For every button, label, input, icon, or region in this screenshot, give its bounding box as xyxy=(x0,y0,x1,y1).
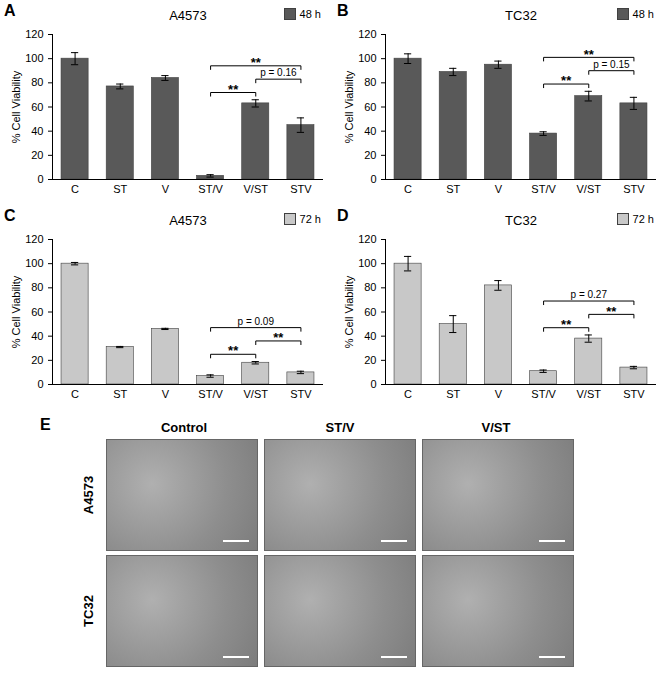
svg-text:ST: ST xyxy=(446,183,460,195)
svg-text:80: 80 xyxy=(364,281,376,293)
html-text:TC32: TC32 xyxy=(80,595,96,627)
svg-text:**: ** xyxy=(251,55,262,70)
svg-text:V/ST: V/ST xyxy=(577,183,602,195)
svg-text:60: 60 xyxy=(31,101,43,113)
svg-text:20: 20 xyxy=(31,149,43,161)
svg-text:A4573: A4573 xyxy=(169,213,207,228)
svg-text:120: 120 xyxy=(358,28,376,40)
svg-text:0: 0 xyxy=(370,378,376,390)
svg-text:100: 100 xyxy=(25,52,43,64)
svg-text:p = 0.09: p = 0.09 xyxy=(238,316,275,327)
html-text:Control: Control xyxy=(160,420,208,435)
svg-text:STV: STV xyxy=(623,388,645,400)
svg-text:0: 0 xyxy=(37,173,43,185)
svg-text:**: ** xyxy=(584,47,595,62)
svg-text:**: ** xyxy=(273,330,284,345)
svg-text:V/ST: V/ST xyxy=(244,388,269,400)
svg-text:**: ** xyxy=(561,73,572,88)
svg-text:C: C xyxy=(404,183,412,195)
svg-text:20: 20 xyxy=(364,149,376,161)
html-text:72 h: 72 h xyxy=(632,213,654,225)
html-text:C: C xyxy=(4,207,16,224)
svg-text:STV: STV xyxy=(623,183,645,195)
svg-text:0: 0 xyxy=(370,173,376,185)
svg-text:A4573: A4573 xyxy=(169,8,207,23)
svg-text:C: C xyxy=(71,183,79,195)
svg-text:20: 20 xyxy=(31,354,43,366)
svg-text:% Cell Viability: % Cell Viability xyxy=(343,275,355,348)
svg-text:40: 40 xyxy=(31,125,43,137)
svg-text:V/ST: V/ST xyxy=(244,183,269,195)
svg-text:V: V xyxy=(495,183,503,195)
html-text:72 h: 72 h xyxy=(299,213,321,225)
svg-text:80: 80 xyxy=(364,76,376,88)
svg-text:100: 100 xyxy=(358,257,376,269)
svg-text:STV: STV xyxy=(290,183,312,195)
svg-text:120: 120 xyxy=(25,28,43,40)
svg-text:120: 120 xyxy=(358,233,376,245)
svg-text:% Cell Viability: % Cell Viability xyxy=(10,70,22,143)
svg-text:**: ** xyxy=(228,82,239,97)
svg-text:V/ST: V/ST xyxy=(577,388,602,400)
svg-text:ST: ST xyxy=(113,388,127,400)
svg-text:40: 40 xyxy=(364,125,376,137)
svg-text:80: 80 xyxy=(31,76,43,88)
svg-text:TC32: TC32 xyxy=(505,8,537,23)
svg-text:**: ** xyxy=(228,343,239,358)
html-text:A4573: A4573 xyxy=(80,475,96,515)
svg-text:ST/V: ST/V xyxy=(198,388,223,400)
svg-text:ST: ST xyxy=(113,183,127,195)
svg-text:**: ** xyxy=(561,317,572,332)
svg-text:V: V xyxy=(162,388,170,400)
svg-text:% Cell Viability: % Cell Viability xyxy=(343,70,355,143)
svg-text:C: C xyxy=(71,388,79,400)
svg-text:V: V xyxy=(495,388,503,400)
html-text:ST/V: ST/V xyxy=(325,420,355,435)
svg-text:60: 60 xyxy=(364,306,376,318)
html-text:B: B xyxy=(337,2,349,19)
svg-text:TC32: TC32 xyxy=(505,213,537,228)
svg-text:C: C xyxy=(404,388,412,400)
svg-text:% Cell Viability: % Cell Viability xyxy=(10,275,22,348)
html-text:A: A xyxy=(4,2,16,19)
svg-text:20: 20 xyxy=(364,354,376,366)
svg-text:ST/V: ST/V xyxy=(531,183,556,195)
svg-text:p = 0.15: p = 0.15 xyxy=(593,59,630,70)
svg-text:60: 60 xyxy=(364,101,376,113)
svg-text:60: 60 xyxy=(31,306,43,318)
html-text:48 h: 48 h xyxy=(632,8,654,20)
svg-text:100: 100 xyxy=(358,52,376,64)
svg-text:STV: STV xyxy=(290,388,312,400)
svg-text:p = 0.27: p = 0.27 xyxy=(571,289,608,300)
svg-text:p = 0.16: p = 0.16 xyxy=(260,67,297,78)
svg-text:100: 100 xyxy=(25,257,43,269)
html-text:V/ST: V/ST xyxy=(481,420,511,435)
svg-text:ST/V: ST/V xyxy=(531,388,556,400)
html-text:E: E xyxy=(40,416,51,433)
svg-text:0: 0 xyxy=(37,378,43,390)
svg-text:80: 80 xyxy=(31,281,43,293)
html-text:D: D xyxy=(337,207,349,224)
html-text:48 h: 48 h xyxy=(299,8,321,20)
svg-text:V: V xyxy=(162,183,170,195)
svg-text:120: 120 xyxy=(25,233,43,245)
svg-text:ST: ST xyxy=(446,388,460,400)
svg-text:40: 40 xyxy=(31,330,43,342)
svg-text:40: 40 xyxy=(364,330,376,342)
svg-text:**: ** xyxy=(606,304,617,319)
svg-text:ST/V: ST/V xyxy=(198,183,223,195)
